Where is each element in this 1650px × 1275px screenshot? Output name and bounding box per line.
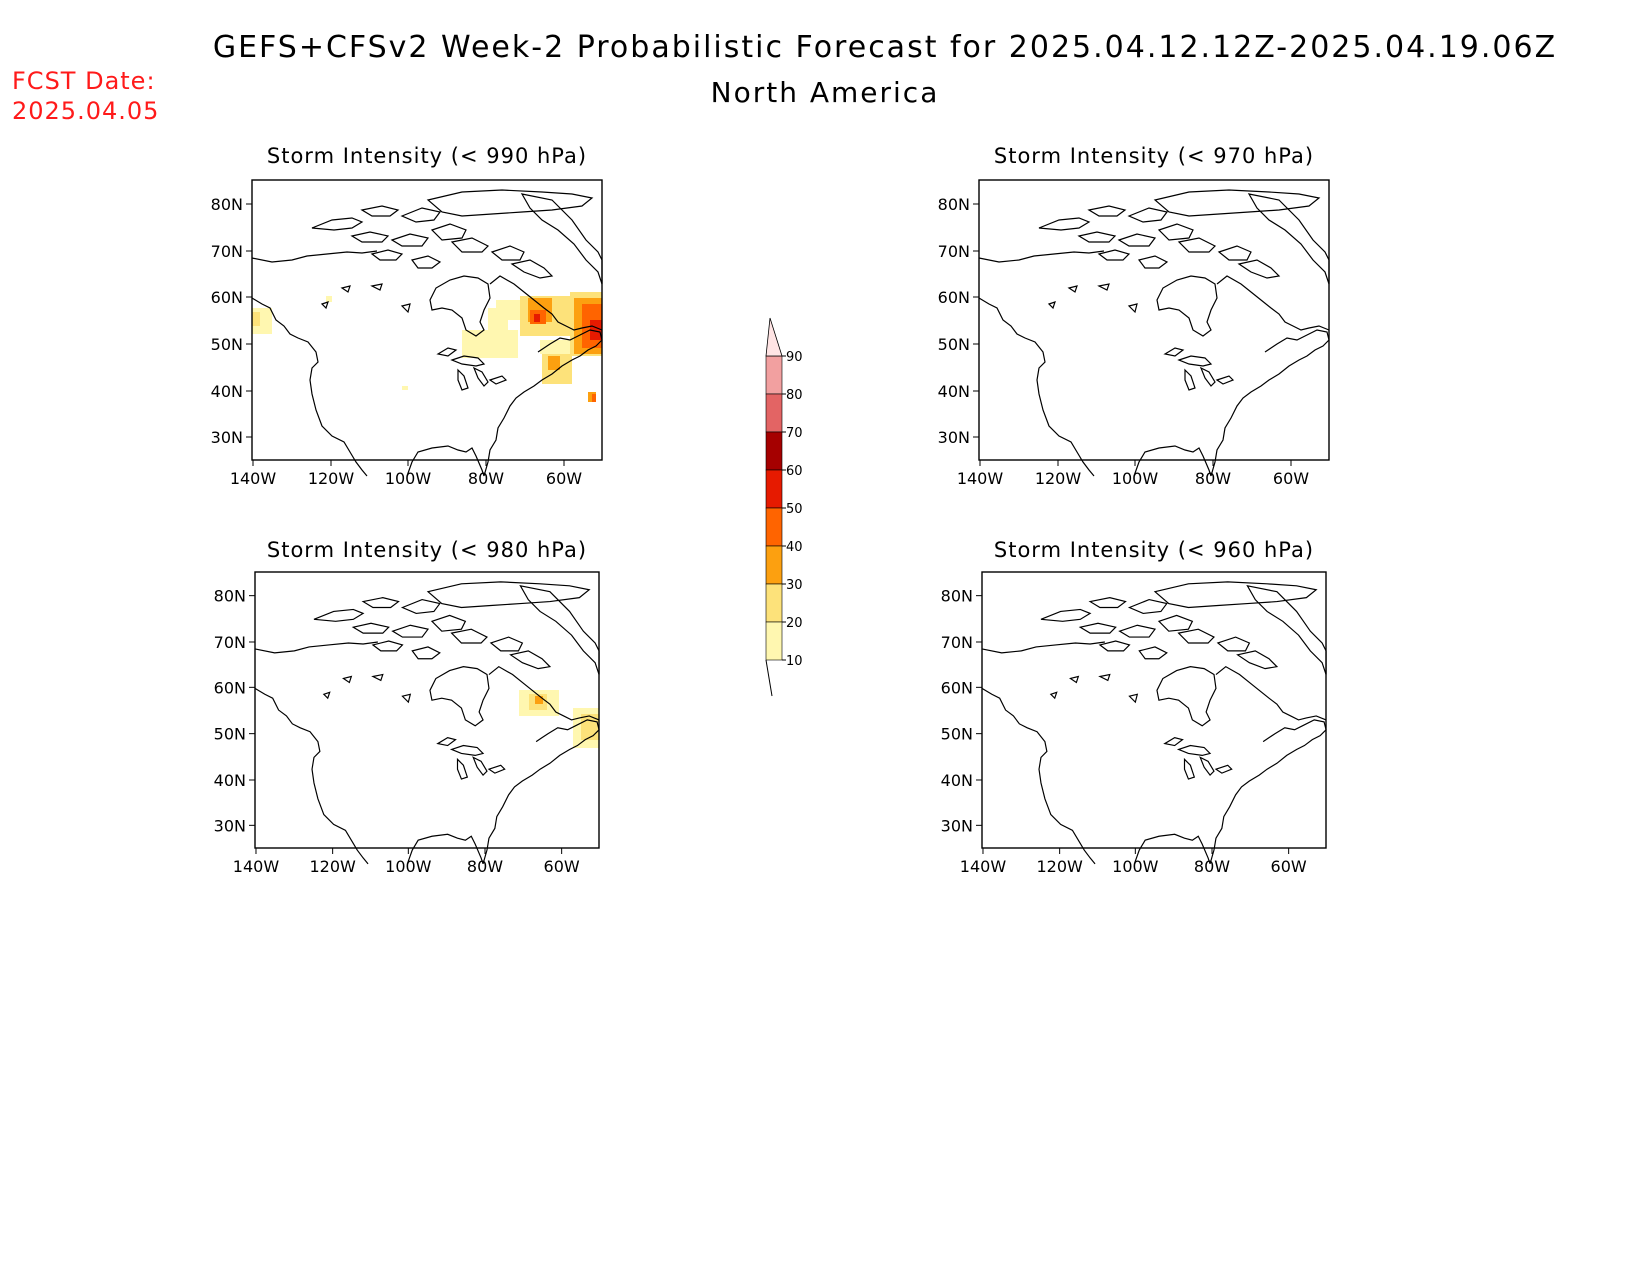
lat-label: 70N	[211, 242, 243, 261]
lon-label: 60W	[1271, 857, 1307, 876]
colorbar-bin	[765, 507, 783, 547]
lat-label: 60N	[214, 678, 246, 697]
probability-cell	[548, 356, 560, 370]
colorbar-bin	[765, 355, 783, 395]
lat-label: 30N	[938, 428, 970, 447]
lon-label: 100W	[385, 469, 432, 488]
lon-label: 120W	[1036, 857, 1083, 876]
panel-title-980: Storm Intensity (< 980 hPa)	[267, 538, 587, 562]
lat-label: 80N	[941, 587, 973, 606]
colorbar-label: 20	[786, 616, 803, 631]
colorbar-label: 60	[786, 464, 803, 479]
colorbar-bottom-extension	[765, 659, 773, 697]
lon-label: 60W	[1273, 469, 1309, 488]
lat-label: 50N	[211, 335, 243, 354]
lon-label: 140W	[230, 469, 277, 488]
page-subtitle: North America	[710, 76, 940, 109]
panel-990	[251, 179, 603, 477]
colorbar-label: 70	[786, 426, 803, 441]
probability-cell	[592, 394, 596, 402]
lon-label: 100W	[1112, 857, 1159, 876]
probability-cell	[540, 340, 576, 354]
probability-cell	[326, 296, 332, 302]
lat-label: 60N	[941, 678, 973, 697]
lon-label: 80W	[468, 469, 504, 488]
lat-label: 40N	[941, 771, 973, 790]
lat-label: 70N	[938, 242, 970, 261]
colorbar-bin	[765, 393, 783, 433]
probability-cell	[535, 696, 543, 704]
lat-label: 70N	[214, 633, 246, 652]
colorbar-bin	[765, 621, 783, 661]
colorbar-bin	[765, 469, 783, 509]
colorbar-label: 10	[786, 654, 803, 669]
lon-label: 100W	[1112, 469, 1159, 488]
lat-label: 30N	[214, 816, 246, 835]
panel-970	[978, 179, 1330, 477]
lon-label: 100W	[385, 857, 432, 876]
fcst-date-label: FCST Date:	[12, 67, 156, 95]
lon-label: 140W	[957, 469, 1004, 488]
lon-label: 60W	[544, 857, 580, 876]
lon-label: 80W	[1194, 857, 1230, 876]
panel-title-970: Storm Intensity (< 970 hPa)	[994, 144, 1314, 168]
map-frame	[982, 572, 1326, 848]
lat-label: 80N	[214, 587, 246, 606]
lat-label: 70N	[941, 633, 973, 652]
lon-label: 120W	[309, 857, 356, 876]
lat-label: 50N	[941, 725, 973, 744]
colorbar-bin	[765, 583, 783, 623]
lat-label: 50N	[938, 335, 970, 354]
lat-label: 40N	[211, 382, 243, 401]
axes-layer: 80N 70N 60N 50N 40N 30N 140W 120W 100W 80W 60W 80N 7…	[211, 195, 1310, 876]
lat-label: 30N	[941, 816, 973, 835]
lat-label: 80N	[211, 195, 243, 214]
lat-label: 80N	[938, 195, 970, 214]
colorbar-label: 90	[786, 350, 803, 365]
lon-label: 140W	[233, 857, 280, 876]
lon-label: 120W	[308, 469, 355, 488]
colorbar-label: 40	[786, 540, 803, 555]
panel-960	[981, 571, 1327, 865]
shading-990	[252, 292, 602, 402]
probability-cell	[590, 320, 602, 340]
lon-label: 80W	[1195, 469, 1231, 488]
colorbar-label: 50	[786, 502, 803, 517]
lat-label: 60N	[211, 288, 243, 307]
probability-cell	[581, 714, 599, 740]
colorbar-bin	[765, 431, 783, 471]
lat-label: 30N	[211, 428, 243, 447]
lon-label: 140W	[960, 857, 1007, 876]
lat-label: 40N	[214, 771, 246, 790]
colorbar-label: 30	[786, 578, 803, 593]
colorbar-bin	[765, 545, 783, 585]
probability-cell	[252, 312, 260, 326]
lon-label: 80W	[467, 857, 503, 876]
colorbar-top-extension	[765, 317, 783, 357]
panel-title-960: Storm Intensity (< 960 hPa)	[994, 538, 1314, 562]
panel-title-990: Storm Intensity (< 990 hPa)	[267, 144, 587, 168]
forecast-date-block: FCST Date: 2025.04.05	[12, 66, 159, 126]
probability-cell	[462, 330, 518, 358]
page-title: GEFS+CFSv2 Week-2 Probabilistic Forecast…	[212, 30, 1558, 65]
probability-cell	[534, 314, 540, 322]
colorbar: 90 80 70 60 50 40 30 20 10	[765, 317, 803, 697]
panel-980	[254, 571, 600, 865]
lon-label: 120W	[1035, 469, 1082, 488]
map-frame	[979, 180, 1329, 460]
probability-cell	[402, 386, 408, 390]
fcst-date-value: 2025.04.05	[12, 97, 160, 125]
lon-label: 60W	[546, 469, 582, 488]
lat-label: 50N	[214, 725, 246, 744]
lat-label: 40N	[938, 382, 970, 401]
colorbar-label: 80	[786, 388, 803, 403]
lat-label: 60N	[938, 288, 970, 307]
shading-980	[519, 690, 599, 748]
